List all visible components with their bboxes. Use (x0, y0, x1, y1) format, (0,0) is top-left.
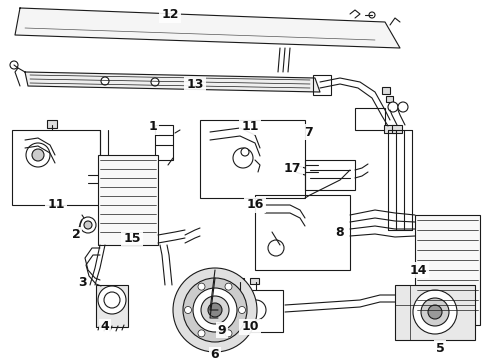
Bar (98, 155, 158, 245)
Circle shape (239, 306, 245, 314)
Text: 2: 2 (72, 229, 80, 242)
Circle shape (32, 149, 44, 161)
Bar (200, 120, 305, 198)
Bar (384, 125, 394, 133)
Text: 4: 4 (100, 320, 109, 333)
Polygon shape (15, 8, 400, 48)
Bar (305, 160, 355, 190)
Circle shape (198, 283, 205, 290)
Circle shape (421, 298, 449, 326)
Bar (392, 125, 402, 133)
Bar (12, 130, 100, 205)
Circle shape (151, 78, 159, 86)
Text: 5: 5 (436, 342, 444, 355)
Bar (313, 75, 331, 95)
Circle shape (198, 330, 205, 337)
Text: 1: 1 (148, 121, 157, 134)
Circle shape (428, 305, 442, 319)
Circle shape (388, 102, 398, 112)
Circle shape (201, 296, 229, 324)
Bar (386, 96, 393, 102)
Text: 16: 16 (246, 198, 264, 211)
Text: 15: 15 (123, 231, 141, 244)
Circle shape (413, 290, 457, 334)
Text: 3: 3 (78, 275, 86, 288)
Text: 13: 13 (186, 78, 204, 91)
Circle shape (225, 330, 232, 337)
Circle shape (225, 283, 232, 290)
Circle shape (185, 306, 192, 314)
Circle shape (208, 303, 222, 317)
Bar (250, 278, 259, 284)
Bar (355, 108, 385, 130)
Circle shape (183, 278, 247, 342)
Bar (47, 120, 57, 128)
Circle shape (241, 148, 249, 156)
Bar (96, 285, 128, 327)
Text: 17: 17 (283, 162, 301, 175)
Bar (382, 87, 390, 94)
Text: 6: 6 (211, 348, 220, 360)
Text: 10: 10 (241, 320, 259, 333)
Text: 7: 7 (304, 126, 313, 139)
Text: 8: 8 (336, 225, 344, 238)
Bar (255, 195, 350, 270)
Bar (235, 278, 244, 284)
Bar (155, 125, 173, 160)
Polygon shape (25, 72, 320, 92)
Text: 14: 14 (409, 264, 427, 276)
Circle shape (246, 300, 266, 320)
Text: 11: 11 (241, 121, 259, 134)
Circle shape (398, 102, 408, 112)
Circle shape (193, 288, 237, 332)
Bar (218, 290, 283, 332)
Bar (395, 285, 475, 340)
Text: 9: 9 (218, 324, 226, 337)
Circle shape (101, 77, 109, 85)
Text: 11: 11 (47, 198, 65, 211)
Circle shape (98, 286, 126, 314)
Circle shape (84, 221, 92, 229)
Bar (415, 215, 480, 325)
Circle shape (173, 268, 257, 352)
Circle shape (230, 300, 250, 320)
Text: 12: 12 (161, 9, 179, 22)
